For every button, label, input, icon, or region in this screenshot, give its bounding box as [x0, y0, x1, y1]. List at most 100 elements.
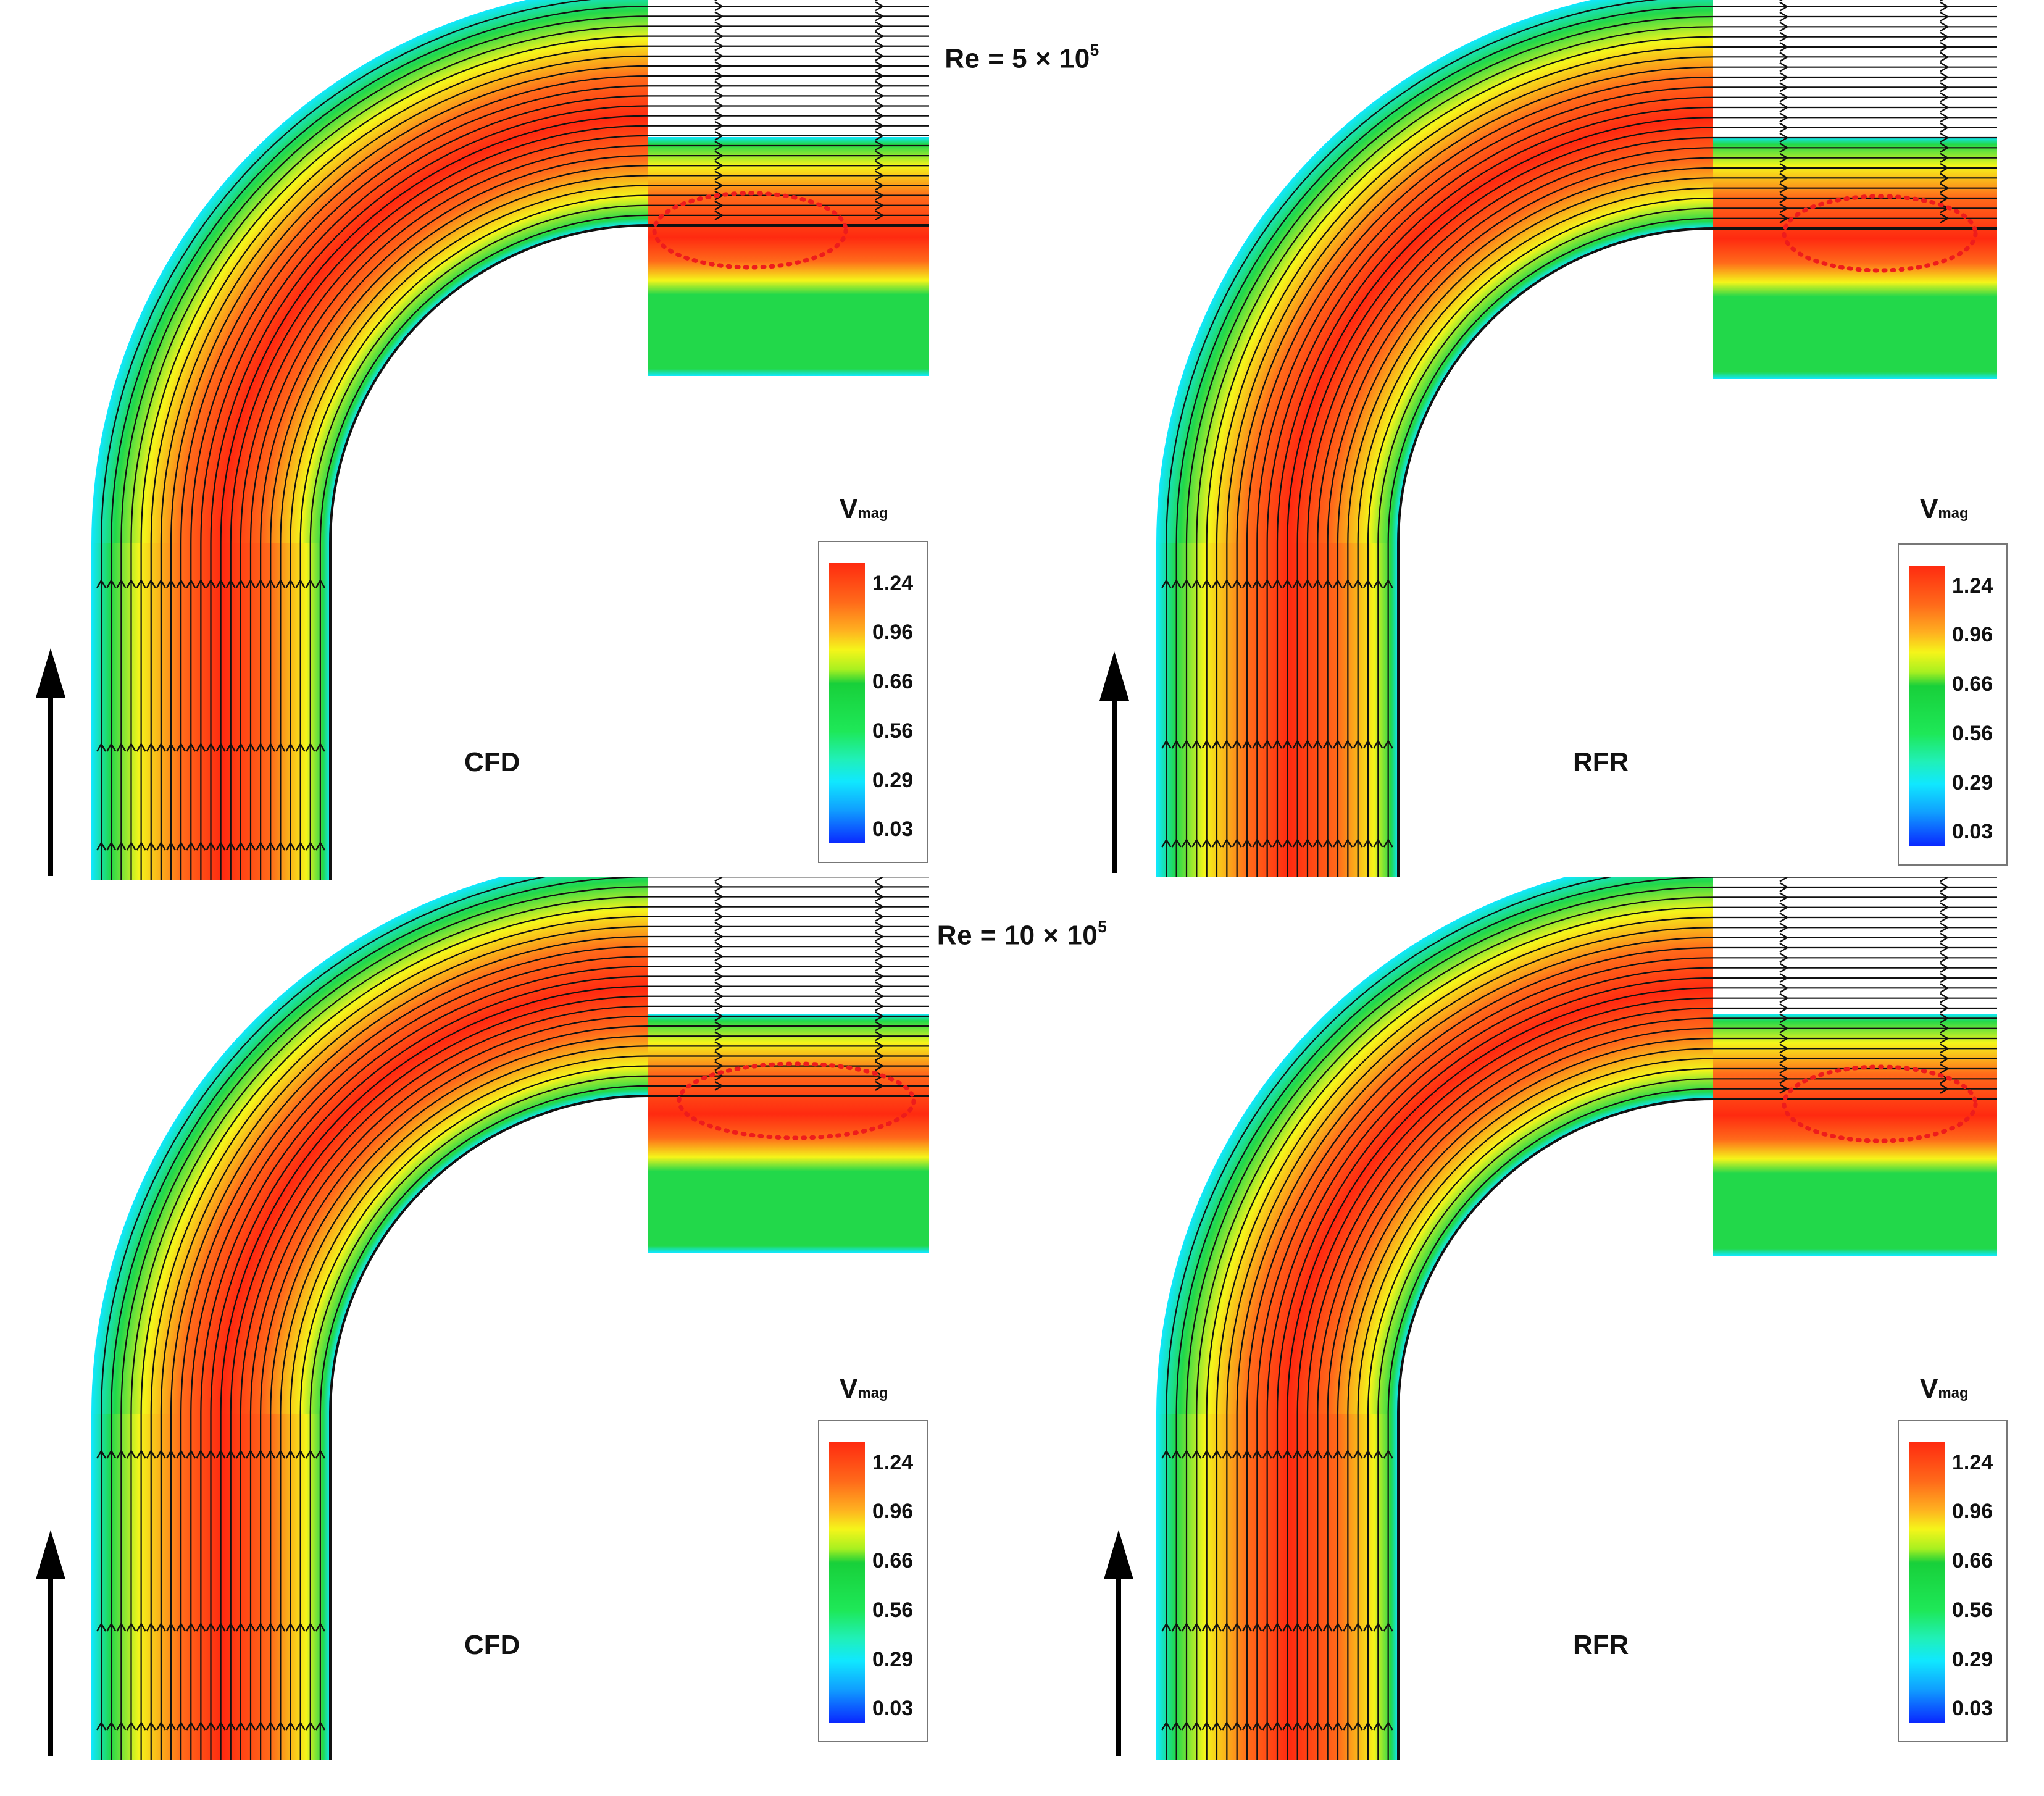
arrowhead — [206, 841, 216, 851]
flow-arrows — [1282, 112, 1950, 848]
arrowhead — [1241, 578, 1253, 588]
streamline — [1377, 207, 1997, 877]
arrowhead — [1211, 739, 1222, 749]
flow-arrows — [275, 170, 885, 851]
arrowhead — [1181, 1721, 1192, 1731]
arrowhead — [714, 911, 724, 922]
arrowhead — [714, 1031, 724, 1042]
arrowhead — [305, 1622, 315, 1632]
streamline — [1246, 946, 1997, 1760]
arrowhead — [1779, 877, 1789, 882]
arrowhead — [1373, 1622, 1383, 1632]
arrowhead — [196, 1622, 206, 1632]
streamline — [1196, 896, 1997, 1760]
arrowhead — [1241, 1721, 1253, 1731]
arrowhead — [1779, 203, 1789, 214]
arrowhead — [156, 742, 166, 752]
arrowhead — [186, 578, 196, 588]
flow-arrows — [1171, 877, 1950, 1731]
arrowhead — [1272, 578, 1283, 588]
arrowhead — [146, 1622, 156, 1632]
arrowhead — [1232, 838, 1242, 848]
legend-title-2: Vmag — [1920, 494, 1969, 524]
arrowhead — [1779, 1063, 1789, 1074]
inflow-arrow-icon — [36, 1530, 65, 1579]
arrowhead — [126, 1449, 136, 1459]
arrowhead — [165, 1622, 177, 1632]
streamline — [290, 1055, 929, 1760]
streamline — [1387, 217, 1997, 877]
arrowhead — [215, 578, 226, 588]
arrowhead — [714, 71, 724, 81]
flow-arrows — [225, 991, 885, 1731]
flow-arrows — [106, 877, 885, 1731]
arrowhead — [315, 841, 325, 851]
streamline — [249, 144, 929, 880]
arrowhead — [315, 1622, 325, 1632]
pipe-bend-section — [91, 0, 648, 543]
arrowhead — [225, 1449, 236, 1459]
arrowhead — [146, 578, 156, 588]
arrowhead — [146, 1721, 156, 1731]
arrowhead — [1312, 578, 1323, 588]
arrowhead — [126, 1622, 136, 1632]
arrowhead — [176, 578, 186, 588]
streamline — [299, 1065, 929, 1760]
streamline — [220, 985, 929, 1760]
flow-arrows — [1272, 972, 1950, 1731]
arrowhead — [1779, 72, 1789, 83]
streamline — [1236, 937, 1997, 1760]
arrowhead — [156, 1622, 166, 1632]
arrowhead — [1779, 102, 1789, 113]
arrowhead — [96, 1622, 107, 1632]
arrowhead — [275, 1721, 286, 1731]
arrowhead — [1779, 41, 1789, 52]
arrowhead — [106, 742, 117, 752]
streamlines — [101, 0, 929, 880]
streamlines — [101, 877, 929, 1760]
arrowhead — [215, 742, 226, 752]
flow-arrows — [1241, 72, 1950, 848]
pipe-outlet-leg — [648, 137, 929, 376]
arrowhead — [1940, 0, 1943, 2]
arrowhead — [714, 120, 724, 131]
flow-arrows — [1343, 1043, 1950, 1731]
arrowhead — [1292, 739, 1303, 749]
inflow-arrow-icon — [36, 648, 65, 698]
arrowhead — [1322, 1622, 1333, 1632]
arrowhead — [165, 1449, 177, 1459]
streamline — [180, 75, 929, 880]
arrowhead — [156, 841, 166, 851]
arrowhead — [275, 742, 286, 752]
arrowhead — [96, 1449, 107, 1459]
arrowhead — [116, 1449, 127, 1459]
arrowhead — [714, 1041, 724, 1051]
arrowhead — [186, 841, 196, 851]
flow-arrows — [1161, 0, 1943, 848]
arrowhead — [235, 1449, 246, 1459]
arrowhead — [875, 71, 885, 81]
legend-value: 0.66 — [872, 1549, 914, 1573]
arrowhead — [1332, 1622, 1343, 1632]
arrowhead — [126, 841, 136, 851]
arrowhead — [295, 1449, 306, 1459]
arrowhead — [1302, 578, 1313, 588]
streamline — [1196, 26, 1997, 877]
arrowhead — [875, 200, 885, 211]
arrowhead — [714, 81, 724, 91]
flow-arrows — [196, 961, 885, 1731]
arrowhead — [1292, 1721, 1303, 1731]
arrowhead — [875, 1041, 885, 1051]
pipe-outlet-leg — [1713, 1014, 1997, 1256]
arrowhead — [875, 21, 885, 31]
arrowhead — [1940, 112, 1950, 123]
pipe-bend-section — [1156, 877, 1713, 1414]
streamline — [280, 175, 929, 880]
arrowhead — [1201, 838, 1212, 848]
colorbar-legend: 1.24 0.96 0.66 0.56 0.29 0.03 — [818, 1420, 928, 1742]
arrowhead — [1940, 1023, 1950, 1034]
legend-value: 1.24 — [1952, 1451, 1993, 1474]
arrowhead — [1362, 838, 1374, 848]
arrowhead — [265, 742, 276, 752]
arrowhead — [305, 1449, 315, 1459]
